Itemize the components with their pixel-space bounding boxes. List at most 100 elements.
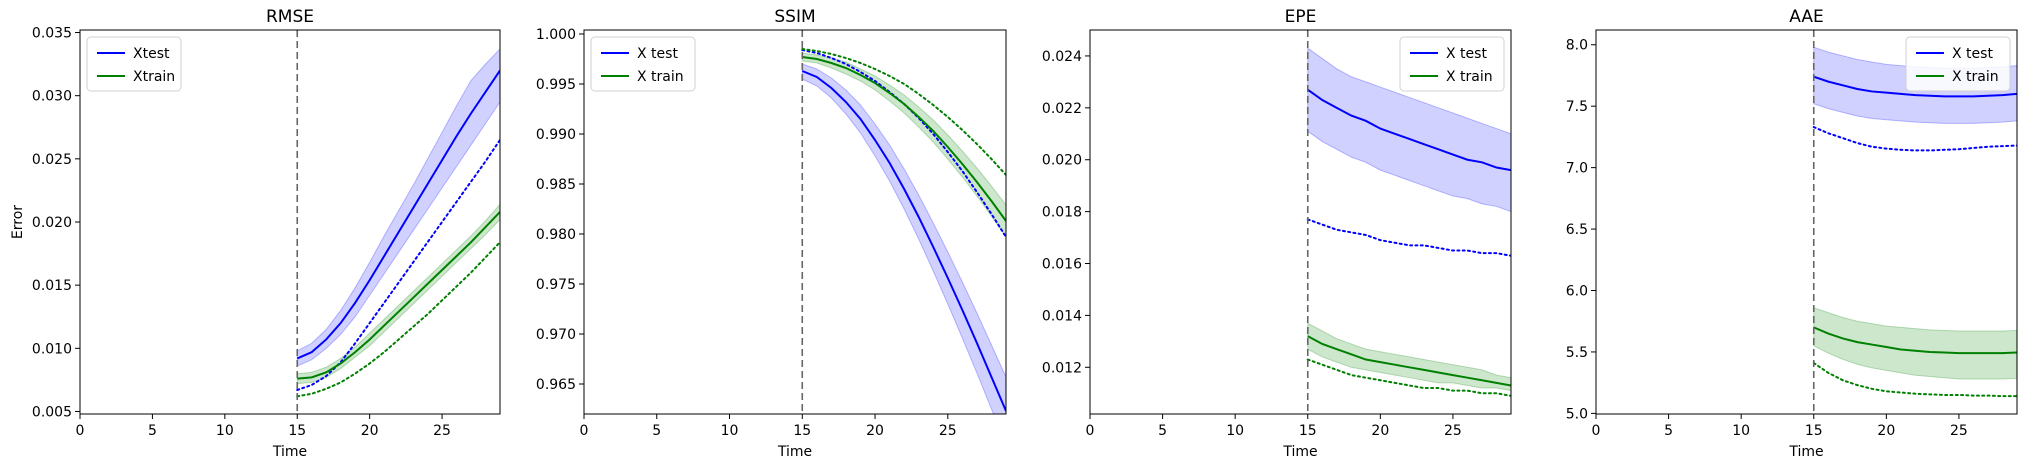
y-tick-label: 6.5 <box>1566 222 1588 238</box>
y-tick-label: 7.5 <box>1566 99 1588 115</box>
legend-label: Xtest <box>133 46 170 62</box>
x-tick-label: 25 <box>433 423 451 439</box>
series-line-dotted <box>296 241 500 398</box>
x-tick-label: 25 <box>939 423 957 439</box>
series-line <box>802 56 1006 222</box>
x-tick-label: 25 <box>1950 423 1968 439</box>
x-tick-label: 5 <box>1664 423 1673 439</box>
y-tick-label: 5.5 <box>1566 345 1588 361</box>
y-tick-label: 0.965 <box>536 377 576 393</box>
chart-title: AAE <box>1789 7 1823 27</box>
legend-box <box>86 36 182 92</box>
axes-frame <box>1089 29 1512 415</box>
x-tick-label: 5 <box>148 423 157 439</box>
confidence-band <box>296 203 500 385</box>
y-tick-label: 0.020 <box>1042 153 1082 169</box>
x-tick-label: 10 <box>721 423 739 439</box>
confidence-band <box>801 52 1006 238</box>
series-line <box>297 211 500 380</box>
confidence-band <box>801 63 1006 414</box>
y-tick-label: 0.022 <box>1042 101 1082 117</box>
series-line-dotted <box>1812 126 2017 152</box>
plot-area <box>1306 47 1511 397</box>
y-tick-label: 0.035 <box>32 26 72 42</box>
x-axis-label: Time <box>1788 444 1823 460</box>
legend-box <box>1905 36 2011 92</box>
series-line <box>1307 335 1511 387</box>
legend: Xtest Xtrain <box>86 36 182 92</box>
series-line <box>1813 326 2017 355</box>
x-tick-label: 0 <box>1592 423 1601 439</box>
x-axis-label: Time <box>777 444 812 460</box>
x-tick-label: 15 <box>1805 423 1823 439</box>
legend-label: X train <box>637 69 684 85</box>
x-tick-label: 25 <box>1444 423 1462 439</box>
series-line-dotted <box>296 138 500 391</box>
y-tick-label: 0.005 <box>32 404 72 420</box>
legend-label: X train <box>1446 69 1493 85</box>
y-tick-label: 5.0 <box>1566 406 1588 422</box>
series-line <box>296 69 500 360</box>
legend-label: X test <box>1446 46 1487 62</box>
panel-epe: 0 5 10 15 20 25 0.012 0.014 0.016 0.018 0.020 0.022… <box>1042 7 1512 460</box>
confidence-band <box>1307 47 1511 213</box>
x-axis-label: Time <box>1282 444 1317 460</box>
y-tick-label: 0.020 <box>32 215 72 231</box>
legend: X test X train <box>590 36 696 92</box>
x-tick-label: 0 <box>580 423 589 439</box>
x-tick-label: 15 <box>793 423 811 439</box>
x-axis-label: Time <box>272 444 307 460</box>
panel-ssim: 0 5 10 15 20 25 0.965 0.970 0.975 0.980 0.985 0.990… <box>536 7 1007 460</box>
y-tick-label: 0.985 <box>536 177 576 193</box>
y-tick-label: 0.995 <box>536 77 576 93</box>
x-tick-label: 0 <box>76 423 85 439</box>
confidence-band <box>1813 307 2017 380</box>
y-tick-label: 0.025 <box>32 152 72 168</box>
y-tick-label: 0.012 <box>1042 360 1082 376</box>
x-tick-label: 10 <box>1732 423 1750 439</box>
x-tick-label: 20 <box>361 423 379 439</box>
legend: X test X train <box>1399 36 1505 92</box>
x-tick-label: 20 <box>1371 423 1389 439</box>
chart-title: SSIM <box>774 7 815 27</box>
chart-title: EPE <box>1285 7 1317 27</box>
series-line-dotted <box>1306 358 1511 397</box>
panel-aae: 0 5 10 15 20 25 5.0 5.5 6.0 6.5 7.0 7.5 8.0 AAE Time X … <box>1566 7 2018 460</box>
x-tick-label: 5 <box>652 423 661 439</box>
legend-label: X train <box>1952 69 1999 85</box>
x-tick-label: 15 <box>288 423 306 439</box>
y-tick-label: 0.030 <box>32 89 72 105</box>
y-tick-label: 1.000 <box>536 27 576 43</box>
x-tick-label: 0 <box>1086 423 1095 439</box>
y-tick-label: 6.0 <box>1566 284 1588 300</box>
y-tick-label: 0.015 <box>32 278 72 294</box>
x-tick-label: 20 <box>866 423 884 439</box>
y-tick-label: 0.016 <box>1042 257 1082 273</box>
y-tick-label: 8.0 <box>1566 38 1588 54</box>
axes-frame <box>1595 29 2018 415</box>
y-tick-label: 0.014 <box>1042 308 1082 324</box>
legend-box <box>1399 36 1505 92</box>
axes-frame <box>583 29 1007 415</box>
series-line <box>1813 75 2017 98</box>
y-tick-label: 0.024 <box>1042 49 1082 65</box>
y-axis-label: Error <box>10 205 26 239</box>
series-line <box>1307 88 1511 172</box>
legend-label: Xtrain <box>133 69 175 85</box>
chart-title: RMSE <box>266 7 314 27</box>
y-tick-label: 0.970 <box>536 327 576 343</box>
series-line <box>801 70 1006 412</box>
plot-area <box>801 48 1006 414</box>
series-line-dotted <box>1812 362 2017 398</box>
y-tick-label: 0.990 <box>536 127 576 143</box>
x-tick-label: 5 <box>1158 423 1167 439</box>
legend-label: X test <box>1952 46 1993 62</box>
y-tick-label: 0.980 <box>536 227 576 243</box>
series-line-dotted <box>801 48 1006 176</box>
confidence-band <box>1307 322 1511 392</box>
legend-label: X test <box>637 46 678 62</box>
y-tick-label: 0.975 <box>536 277 576 293</box>
plot-area <box>296 48 500 398</box>
x-tick-label: 15 <box>1299 423 1317 439</box>
